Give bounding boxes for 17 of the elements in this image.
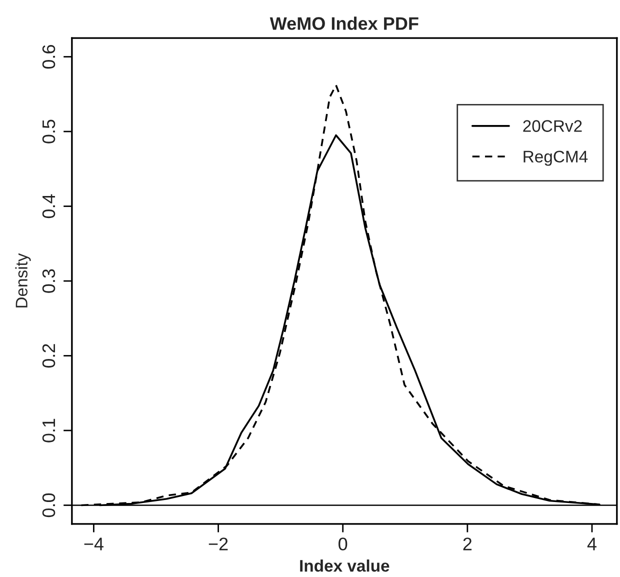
y-tick-label: 0.3: [42, 269, 56, 293]
chart-title: WeMO Index PDF: [270, 16, 418, 30]
legend-label: RegCM4: [524, 150, 588, 166]
y-tick-label: 0.1: [42, 418, 56, 442]
x-axis-title: Index value: [300, 559, 390, 572]
y-tick-label: 0.0: [42, 493, 56, 518]
y-axis-title: Density: [15, 253, 31, 308]
y-tick-label: 0.5: [42, 120, 56, 144]
x-tick-label: 0: [338, 538, 348, 550]
legend-label: 20CRv2: [523, 120, 582, 132]
y-tick-label: 0.6: [42, 45, 56, 69]
x-tick-label: 2: [463, 538, 472, 550]
x-tick-label: 4: [587, 538, 596, 550]
x-tick-label: −2: [208, 538, 228, 550]
x-tick-label: −4: [84, 538, 104, 550]
y-tick-label: 0.4: [42, 194, 56, 218]
y-tick-label: 0.2: [42, 344, 56, 368]
